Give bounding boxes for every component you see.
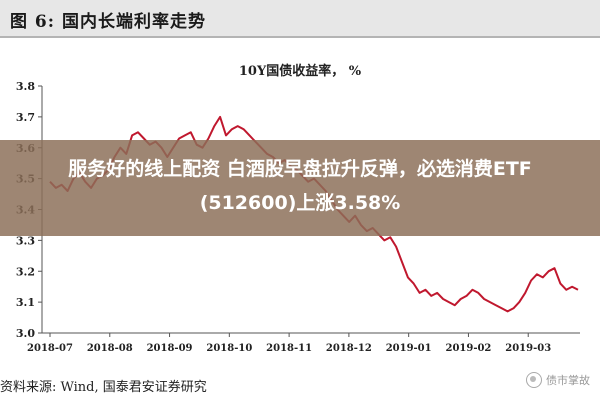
x-tick-label: 2018-12 — [326, 343, 372, 354]
y-tick-label: 3.2 — [16, 265, 35, 278]
x-tick-label: 2019-03 — [505, 343, 551, 354]
figure-header-bar: 图 6: 国内长端利率走势 — [0, 0, 600, 38]
watermark: 债市掌故 — [526, 372, 590, 388]
y-tick-label: 3.7 — [16, 111, 35, 124]
figure-header: 图 6: 国内长端利率走势 — [10, 12, 206, 32]
watermark-text: 债市掌故 — [546, 374, 590, 387]
chart-title: 10Y国债收益率， % — [238, 64, 362, 79]
y-tick-label: 3.8 — [16, 80, 35, 93]
headline-overlay[interactable]: 服务好的线上配资 白酒股早盘拉升反弹，必选消费ETF (512600)上涨3.5… — [0, 140, 600, 236]
y-tick-label: 3.1 — [16, 296, 35, 309]
source-note: 资料来源: Wind, 国泰君安证券研究 — [0, 380, 207, 395]
x-tick-label: 2018-08 — [87, 343, 133, 354]
x-tick-label: 2018-11 — [266, 343, 312, 354]
x-tick-label: 2018-10 — [206, 343, 252, 354]
y-tick-label: 3.3 — [16, 234, 35, 247]
headline-line-1: 服务好的线上配资 白酒股早盘拉升反弹，必选消费ETF — [68, 158, 532, 180]
watermark-logo-icon — [526, 372, 542, 388]
y-tick-label: 3.0 — [16, 327, 35, 340]
x-tick-label: 2019-02 — [445, 343, 491, 354]
x-tick-label: 2018-09 — [147, 343, 193, 354]
x-tick-label: 2019-01 — [386, 343, 432, 354]
headline-line-2: (512600)上涨3.58% — [199, 192, 401, 214]
x-tick-label: 2018-07 — [27, 343, 73, 354]
